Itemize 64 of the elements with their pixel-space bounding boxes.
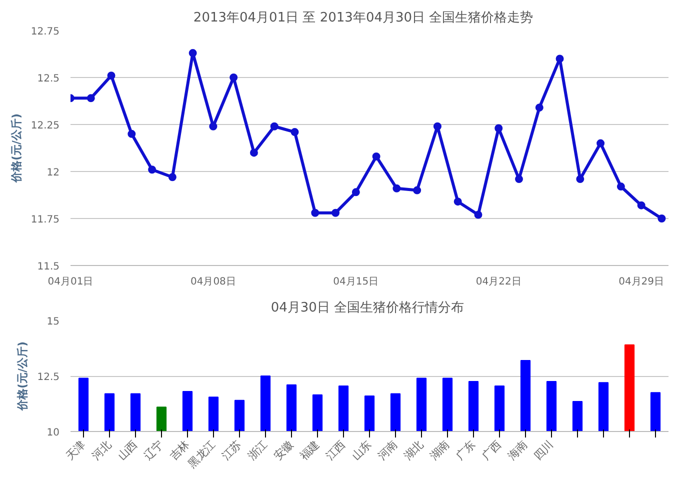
x-tick-label: 湖南 — [427, 438, 452, 463]
x-tick-label: 04月15日 — [333, 276, 379, 288]
y-axis-title: 价格(元/公斤) — [16, 341, 30, 412]
y-tick-label: 10 — [46, 428, 60, 438]
x-tick-label: 河北 — [89, 438, 114, 463]
x-tick-label: 广东 — [453, 438, 478, 463]
x-tick-label: 04月01日 — [48, 276, 94, 288]
y-tick-label: 12.5 — [37, 74, 60, 84]
x-tick-label: 山东 — [349, 438, 374, 463]
x-tick-label: 江苏 — [219, 438, 244, 463]
x-tick-label: 04月22日 — [476, 276, 522, 288]
point — [168, 173, 176, 182]
x-tick-label: 湖北 — [401, 438, 426, 463]
point — [433, 122, 442, 130]
point — [352, 188, 360, 196]
point — [637, 201, 646, 210]
point — [270, 122, 278, 130]
x-tick-label: 山西 — [115, 438, 140, 463]
x-tick-label: 04月08日 — [190, 276, 236, 288]
point — [230, 74, 238, 82]
point — [209, 122, 218, 130]
y-tick-label: 12 — [46, 168, 60, 178]
point — [332, 208, 340, 217]
x-tick-label: 辽宁 — [141, 438, 166, 463]
x-tick-label: 河南 — [375, 438, 400, 463]
point — [474, 210, 482, 219]
x-tick-label: 浙江 — [245, 438, 270, 463]
x-tick-label: 海南 — [505, 438, 530, 463]
point — [311, 208, 320, 217]
point — [535, 104, 544, 112]
x-tick-label: 安徽 — [271, 438, 296, 463]
point — [107, 72, 116, 80]
point — [372, 152, 380, 160]
point — [658, 214, 666, 222]
point — [616, 182, 625, 191]
point — [515, 175, 523, 184]
point — [290, 128, 299, 136]
y-tick-label: 11.75 — [30, 214, 60, 226]
point — [250, 148, 258, 157]
y-tick-label: 12.75 — [30, 26, 60, 38]
x-tick-label: 广西 — [479, 438, 504, 463]
x-tick-label: 福建 — [297, 438, 322, 463]
point — [596, 139, 605, 148]
point — [494, 124, 503, 132]
point — [556, 54, 564, 63]
x-tick-label: 天津 — [63, 438, 88, 463]
y-tick-label: 15 — [46, 316, 60, 328]
point — [86, 94, 95, 102]
point — [392, 184, 401, 192]
x-tick-label: 四川 — [531, 438, 556, 463]
point — [576, 175, 584, 184]
y-tick-label: 12.5 — [37, 372, 60, 383]
point — [454, 198, 462, 206]
x-tick-label: 04月29日 — [618, 276, 664, 288]
point — [128, 130, 136, 138]
y-axis-title: 价格(元/公斤) — [10, 113, 23, 184]
point — [148, 166, 156, 174]
point — [188, 49, 197, 58]
chart-title: 04月30日 全国生猪价格行情分布 — [270, 300, 464, 316]
y-tick-label: 11.5 — [37, 262, 60, 272]
point — [413, 186, 422, 194]
chart-title: 2013年04月01日 至 2013年04月30日 全国生猪价格走势 — [193, 10, 534, 26]
y-tick-label: 12.25 — [30, 120, 60, 132]
x-tick-label: 江西 — [323, 438, 348, 463]
